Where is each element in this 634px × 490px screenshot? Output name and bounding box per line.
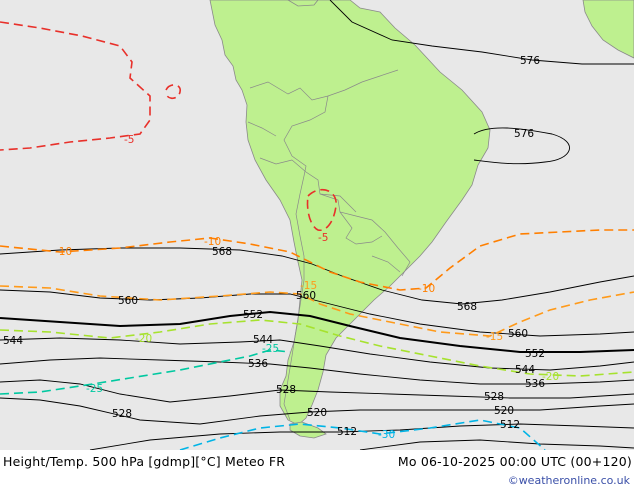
isotherm-minus15: [0, 285, 634, 337]
height-label: 552: [525, 348, 545, 360]
isotherm-minus20: [0, 319, 634, 377]
contour-536: [0, 357, 634, 385]
contour-576-north: [329, 0, 634, 65]
height-label: 512: [337, 426, 357, 438]
contour-552: [0, 310, 634, 353]
weather-map: 576 576 568 568 560 560 560 552 552 544 …: [0, 0, 634, 450]
height-label: 544: [515, 364, 535, 376]
height-contours: [0, 0, 634, 450]
height-label: 520: [307, 407, 327, 419]
temp-label-minus20: -20: [135, 333, 152, 345]
height-label: 568: [212, 246, 232, 258]
temp-label-minus10: -10: [418, 283, 435, 295]
contour-544: [0, 337, 634, 371]
temp-label-minus5: -5: [124, 134, 134, 146]
height-labels: 576 576 568 568 560 560 560 552 552 544 …: [3, 55, 545, 438]
temp-label-minus10: -10: [55, 246, 72, 258]
height-label: 560: [296, 290, 316, 302]
temp-label-minus25: -25: [262, 343, 279, 355]
temp-label-minus25: -25: [86, 383, 103, 395]
contour-520: [0, 397, 634, 425]
height-label: 544: [3, 335, 23, 347]
contour-512: [89, 423, 634, 450]
isotherm-minus5-north-loop: [165, 84, 181, 100]
temp-label-minus15: -15: [300, 280, 317, 292]
contour-568: [0, 247, 634, 305]
country-borders: [247, 69, 411, 421]
contour-504: [359, 439, 634, 450]
height-label: 552: [243, 309, 263, 321]
height-label: 560: [508, 328, 528, 340]
caribbean-island: [287, 0, 319, 7]
temperature-labels: -5 -5 -10 -10 -10 -15 -15 -20 -20 -25 -2…: [55, 134, 559, 441]
contour-576-loop: [473, 127, 570, 165]
temp-label-minus20: -20: [542, 371, 559, 383]
contour-528: [0, 379, 634, 403]
height-label: 528: [484, 391, 504, 403]
height-label: 528: [112, 408, 132, 420]
map-title: Height/Temp. 500 hPa [gdmp][°C] Meteo FR: [3, 454, 286, 469]
isotherm-minus5-north: [0, 21, 151, 151]
africa-landmass: [582, 0, 634, 59]
temp-label-minus5: -5: [318, 232, 328, 244]
temperature-contours: [0, 21, 634, 450]
map-footer: Height/Temp. 500 hPa [gdmp][°C] Meteo FR…: [0, 450, 634, 490]
height-label: 536: [525, 378, 545, 390]
isotherm-minus25: [0, 349, 291, 395]
height-label: 528: [276, 384, 296, 396]
copyright-link[interactable]: ©weatheronline.co.uk: [507, 474, 630, 487]
temp-label-minus10: -10: [204, 236, 221, 248]
land-masses: [209, 0, 634, 439]
isotherm-minus5-andes: [306, 188, 337, 231]
tierra-del-fuego: [289, 421, 327, 439]
height-label: 568: [457, 301, 477, 313]
height-label: 520: [494, 405, 514, 417]
height-label: 576: [520, 55, 540, 67]
isotherm-minus10: [0, 229, 634, 291]
height-label: 512: [500, 419, 520, 431]
height-label: 576: [514, 128, 534, 140]
forecast-datetime: Mo 06-10-2025 00:00 UTC (00+120): [397, 454, 632, 469]
height-label: 544: [253, 334, 273, 346]
south-america-landmass: [209, 0, 491, 426]
temp-label-minus30: -30: [378, 429, 395, 441]
height-label: 536: [248, 358, 268, 370]
isotherm-minus30: [179, 419, 546, 450]
height-label: 560: [118, 295, 138, 307]
temp-label-minus15: -15: [486, 331, 503, 343]
